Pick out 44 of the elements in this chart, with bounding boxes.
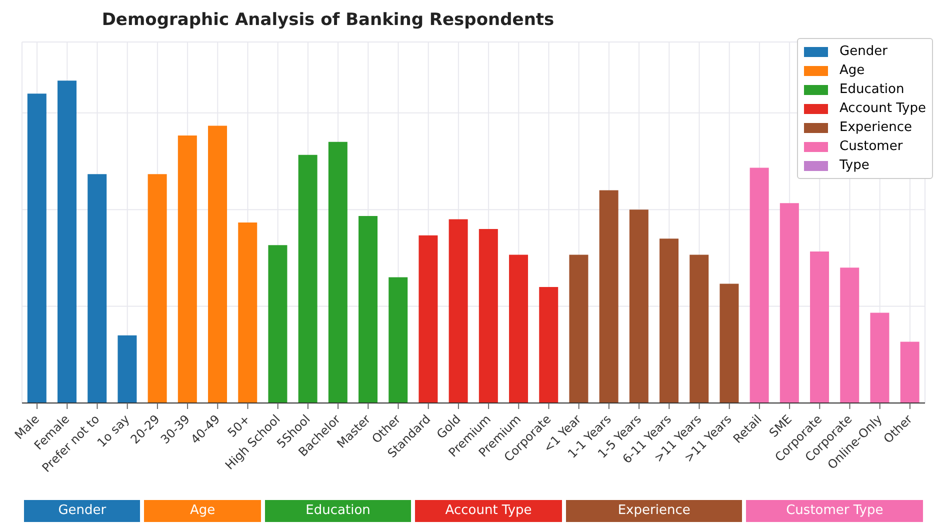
bar: [900, 342, 920, 403]
bar: [238, 222, 258, 403]
bar: [58, 80, 77, 403]
bar: [478, 228, 498, 403]
bar: [569, 254, 588, 403]
bar: [629, 210, 648, 403]
bar: [840, 268, 860, 403]
bar: [298, 154, 318, 403]
bar: [870, 312, 890, 403]
bar: [118, 335, 137, 403]
legend-label: Age: [840, 63, 865, 78]
bar: [88, 174, 107, 403]
text: Education: [264, 500, 412, 522]
legend-label: Education: [840, 82, 904, 97]
bar: [509, 254, 528, 403]
bar: [539, 286, 558, 403]
bar: [268, 245, 288, 403]
bar: [599, 190, 618, 403]
text: Customer Type: [746, 500, 923, 522]
legend-label: Type: [840, 158, 870, 173]
legend-label: Gender: [840, 44, 888, 59]
text: Gender: [24, 500, 140, 522]
bar: [780, 203, 799, 403]
text: Experience: [566, 500, 742, 522]
bar: [448, 219, 468, 403]
bar: [690, 254, 709, 403]
bar: [358, 216, 378, 403]
bar: [750, 168, 769, 403]
legend-label: Account Type: [840, 101, 926, 116]
bar: [178, 135, 197, 403]
text: Age: [144, 500, 261, 522]
bar: [418, 235, 438, 403]
bar: [27, 94, 46, 403]
bar: [328, 142, 348, 403]
chart-title: Demographic Analysis of Banking Respondents: [100, 10, 556, 30]
bar: [660, 238, 679, 403]
bar: [208, 126, 228, 403]
legend-label: Experience: [840, 120, 912, 135]
bar: [810, 252, 830, 403]
text: Account Type: [415, 500, 562, 522]
legend-label: Customer: [840, 139, 903, 154]
bar: [148, 174, 167, 403]
bar: [388, 277, 408, 403]
bar: [720, 284, 739, 403]
